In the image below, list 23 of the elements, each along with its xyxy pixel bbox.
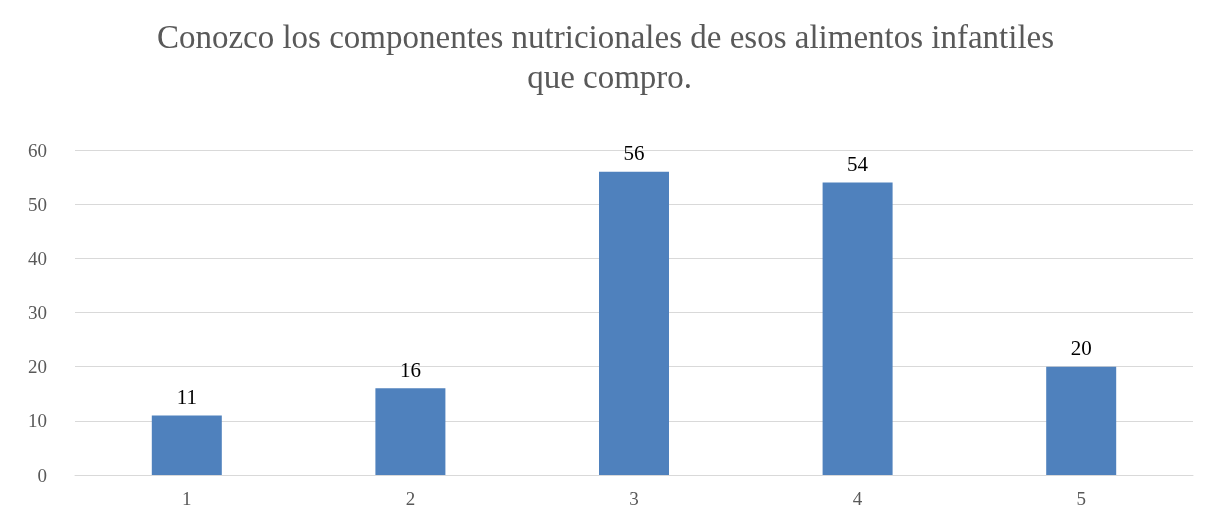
- bar: [1046, 366, 1117, 475]
- bar: [822, 182, 893, 475]
- data-label: 56: [623, 141, 645, 166]
- data-label: 20: [1070, 336, 1092, 361]
- y-tick-label: 30: [28, 302, 47, 323]
- y-tick-label: 40: [28, 247, 47, 269]
- x-tick-label: 4: [852, 488, 863, 509]
- y-tick-label: 10: [28, 410, 47, 432]
- x-tick-label: 2: [405, 488, 416, 509]
- bar: [375, 388, 446, 475]
- data-label: 11: [176, 384, 197, 409]
- chart-title: Conozco los componentes nutricionales de esos alimentos infantiles que compro.: [156, 19, 1055, 95]
- x-tick-label: 3: [629, 488, 639, 509]
- bar: [599, 171, 669, 475]
- y-tick-label: 60: [28, 139, 47, 161]
- data-label: 16: [399, 357, 421, 382]
- y-tick-label: 50: [28, 193, 47, 215]
- bar: [151, 415, 222, 475]
- data-label: 54: [847, 152, 869, 176]
- x-tick-label: 1: [182, 488, 192, 509]
- y-tick-label: 20: [28, 356, 47, 378]
- x-tick-label: 5: [1076, 488, 1086, 509]
- y-tick-label: 0: [37, 464, 47, 486]
